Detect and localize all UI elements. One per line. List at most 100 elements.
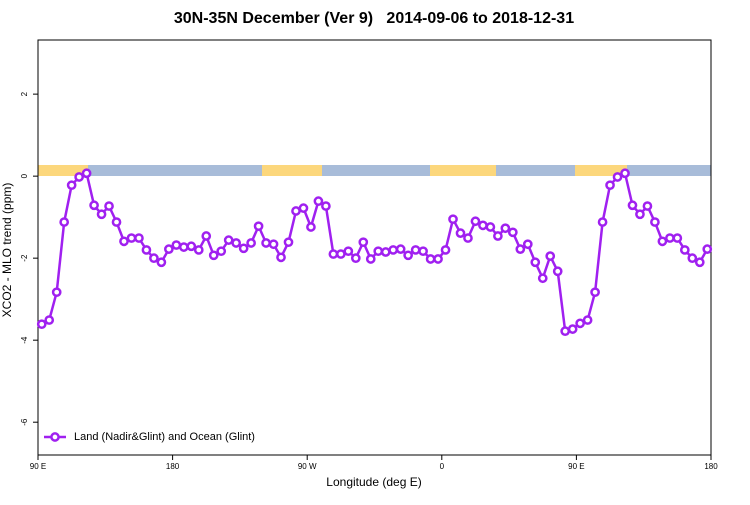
data-point — [321, 201, 331, 211]
data-point — [560, 326, 571, 337]
data-point — [679, 245, 690, 255]
data-point — [620, 168, 630, 179]
data-point — [545, 251, 556, 261]
data-point — [343, 246, 354, 257]
data-point — [582, 315, 593, 325]
data-point — [96, 209, 107, 220]
data-point — [149, 253, 159, 264]
y-tick-label: 2 — [20, 91, 29, 96]
data-point — [650, 217, 660, 227]
data-point — [306, 222, 316, 232]
data-point — [657, 236, 668, 247]
data-point — [500, 223, 511, 234]
x-tick-label: 90 E — [568, 462, 584, 471]
data-point — [365, 254, 376, 264]
y-tick-label: 0 — [20, 173, 29, 178]
data-point — [425, 254, 436, 264]
data-point — [515, 244, 526, 254]
y-tick-label: -2 — [20, 254, 29, 262]
x-tick-label: 180 — [704, 462, 718, 471]
data-point — [246, 238, 256, 248]
x-axis-label: Longitude (deg E) — [326, 475, 421, 489]
data-point — [694, 257, 705, 268]
data-point — [193, 245, 204, 255]
data-point — [134, 233, 144, 243]
data-point — [702, 244, 713, 254]
data-point — [268, 239, 279, 250]
data-point — [380, 247, 391, 257]
data-point — [635, 209, 645, 220]
plot-frame — [37, 39, 712, 456]
data-point — [410, 245, 421, 255]
data-point — [276, 252, 286, 263]
data-point — [575, 318, 585, 329]
data-point — [238, 243, 249, 254]
data-point — [59, 217, 70, 227]
data-point — [463, 233, 473, 243]
data-point — [493, 231, 503, 241]
data-point — [111, 217, 122, 227]
data-point — [231, 238, 242, 248]
data-point — [328, 249, 339, 259]
y-tick-label: -6 — [20, 418, 29, 426]
data-point — [51, 287, 62, 298]
data-point — [208, 250, 219, 261]
data-point — [178, 242, 189, 252]
data-point — [567, 324, 578, 334]
data-point — [522, 239, 533, 250]
data-point — [216, 246, 227, 257]
data-point — [171, 240, 182, 250]
data-point — [201, 231, 212, 241]
data-point — [223, 235, 234, 245]
data-point — [665, 233, 675, 243]
land-ocean-mask — [38, 165, 711, 176]
data-point — [44, 315, 55, 325]
data-point — [470, 216, 481, 227]
data-point — [687, 253, 698, 264]
data-point — [36, 319, 47, 330]
data-point — [537, 273, 548, 284]
data-point — [388, 245, 399, 255]
data-point — [507, 227, 518, 238]
data-point — [597, 217, 608, 227]
data-point — [186, 241, 197, 252]
legend-marker — [50, 432, 60, 442]
x-tick-label: 90 E — [30, 462, 46, 471]
data-point — [291, 206, 301, 216]
y-tick-label: -4 — [20, 336, 29, 344]
data-point — [403, 250, 413, 261]
x-tick-label: 180 — [166, 462, 180, 471]
data-point — [672, 233, 683, 243]
data-point — [440, 245, 451, 255]
data-point — [590, 287, 600, 298]
data-point — [373, 246, 384, 257]
data-point — [261, 238, 271, 248]
data-point — [478, 220, 488, 231]
x-tick-label: 90 W — [298, 462, 317, 471]
data-point — [253, 221, 264, 232]
data-point — [455, 228, 466, 238]
data-point — [395, 244, 406, 254]
data-point — [126, 233, 137, 243]
data-point — [119, 236, 129, 247]
data-point — [530, 257, 541, 268]
data-point — [89, 200, 99, 211]
data-point — [552, 266, 563, 277]
y-axis-label: XCO2 - MLO trend (ppm) — [0, 183, 14, 318]
data-point — [350, 253, 361, 264]
data-point — [612, 172, 623, 182]
chart-title: 30N-35N December (Ver 9) 2014-09-06 to 2… — [174, 10, 574, 27]
data-point — [156, 257, 167, 268]
legend-label: Land (Nadir&Glint) and Ocean (Glint) — [74, 431, 255, 443]
data-point — [104, 201, 114, 211]
data-point — [627, 200, 638, 211]
data-point — [313, 196, 324, 207]
data-point — [164, 244, 174, 254]
data-point — [358, 237, 369, 248]
data-point — [642, 201, 653, 211]
x-tick-label: 0 — [440, 462, 445, 471]
data-point — [336, 249, 346, 259]
data-point — [448, 214, 458, 225]
data-point — [66, 180, 77, 191]
data-point — [485, 222, 496, 232]
